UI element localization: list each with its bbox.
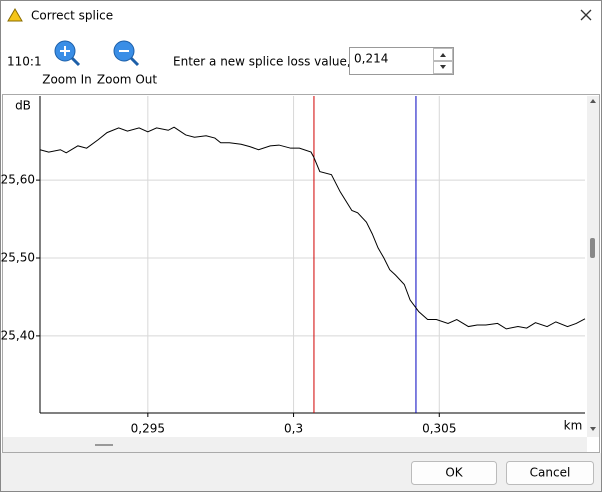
spin-arrows — [440, 53, 446, 69]
horizontal-scrollbar[interactable] — [3, 437, 587, 452]
y-tick-label: 25,50 — [1, 251, 35, 265]
warning-icon — [7, 8, 23, 22]
plot: 0,295 0,3 0,305 25,40 25,50 25,60 dB km — [1, 96, 586, 436]
ok-button[interactable] — [411, 461, 497, 485]
y-axis-label: dB — [15, 99, 31, 113]
button-bar — [1, 453, 601, 491]
plot-panel — [2, 94, 600, 453]
x-tick-label: 0,3 — [284, 422, 303, 436]
x-tick-label: 0,295 — [131, 422, 165, 436]
zoom-out-label: Zoom Out — [97, 73, 157, 87]
x-tick-label: 0,305 — [422, 422, 456, 436]
zoom-in-button[interactable]: Zoom In — [42, 40, 92, 87]
vertical-scrollbar[interactable] — [587, 96, 599, 437]
ok-label: OK — [445, 466, 463, 480]
y-tick-label: 25,40 — [1, 328, 35, 342]
close-button[interactable] — [580, 9, 592, 21]
y-tick-label: 25,60 — [1, 173, 35, 187]
vertical-scroll-thumb[interactable] — [590, 238, 595, 258]
cancel-button[interactable] — [506, 461, 594, 485]
splice-loss-label: Enter a new splice loss value, dB: — [173, 55, 374, 69]
scale-label: 110:1 — [7, 55, 42, 69]
window-title: Correct splice — [31, 9, 113, 23]
zoom-out-button[interactable]: Zoom Out — [97, 40, 157, 87]
cancel-label: Cancel — [530, 466, 571, 480]
zoom-in-label: Zoom In — [42, 73, 92, 87]
x-axis-label: km — [564, 419, 583, 433]
trace-line — [39, 126, 586, 330]
horizontal-scroll-thumb[interactable] — [95, 444, 113, 446]
splice-loss-value: 0,214 — [354, 52, 388, 66]
